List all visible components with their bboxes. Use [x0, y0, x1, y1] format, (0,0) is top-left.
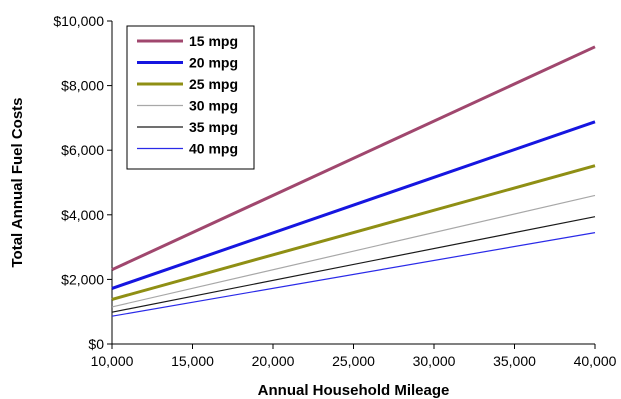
x-tick-label: 25,000 [332, 353, 375, 369]
y-tick-label: $10,000 [53, 13, 104, 29]
legend-label: 15 mpg [189, 33, 238, 49]
legend-label: 20 mpg [189, 55, 238, 71]
series-line-15-mpg [111, 45, 596, 272]
x-tick-label: 30,000 [413, 353, 456, 369]
x-tick-label: 40,000 [574, 353, 617, 369]
series-lines [111, 45, 596, 317]
legend-box [126, 25, 255, 170]
y-tick-label: $0 [88, 336, 104, 352]
x-tick-label: 20,000 [252, 353, 295, 369]
y-axis-title: Total Annual Fuel Costs [9, 97, 26, 267]
x-tick-label: 35,000 [493, 353, 536, 369]
series-line-30-mpg [111, 194, 596, 308]
y-tick-label: $4,000 [61, 207, 104, 223]
series-line-40-mpg [111, 232, 596, 317]
y-tick-label: $6,000 [61, 142, 104, 158]
legend-label: 25 mpg [189, 76, 238, 92]
legend-label: 35 mpg [189, 119, 238, 135]
y-tick-label: $8,000 [61, 78, 104, 94]
legend: 15 mpg 20 mpg 25 mpg 30 mpg 35 mpg 40 mpg [126, 25, 255, 170]
legend-label: 30 mpg [189, 98, 238, 114]
axes: $0 $2,000 $4,000 $6,000 $8,000 $10,000 10,000 1… [53, 13, 616, 369]
y-tick-label: $2,000 [61, 271, 104, 287]
legend-label: 40 mpg [189, 141, 238, 157]
series-line-25-mpg [111, 164, 596, 301]
series-line-20-mpg [111, 120, 596, 290]
x-tick-label: 15,000 [171, 353, 214, 369]
series-line-35-mpg [111, 216, 596, 313]
x-tick-label: 10,000 [91, 353, 134, 369]
x-axis-title: Annual Household Mileage [258, 382, 450, 399]
